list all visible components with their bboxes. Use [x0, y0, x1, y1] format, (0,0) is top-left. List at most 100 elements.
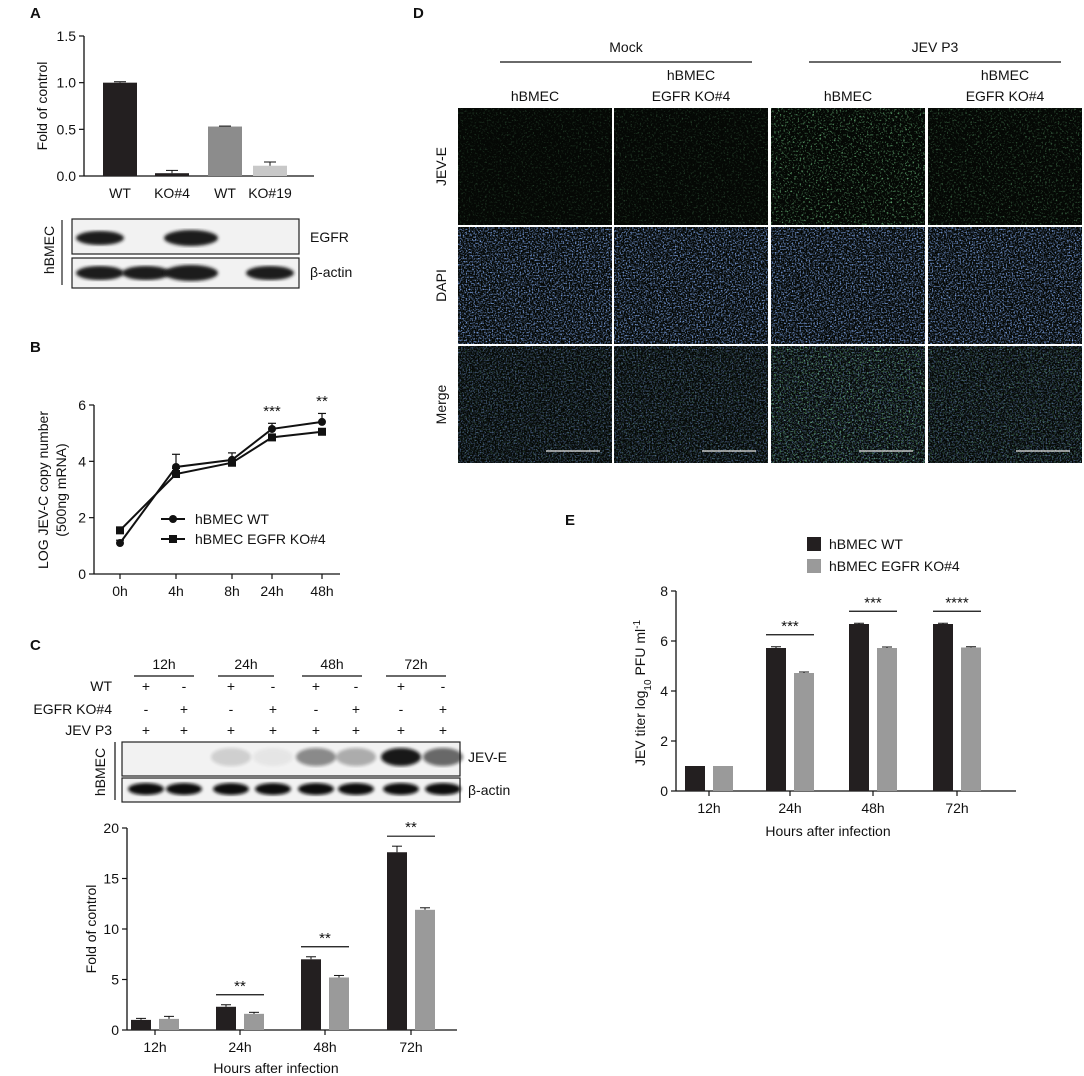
blot-c-sign: +: [227, 722, 235, 738]
chart-e-y-tick-label: 6: [660, 633, 668, 649]
blot-a-row-label: β-actin: [310, 264, 352, 280]
microscopy-dapi-signal: [771, 227, 925, 344]
chart-e-significance: ***: [864, 594, 882, 611]
blot-c-sign: +: [180, 701, 188, 717]
microscopy-jev-signal: [928, 108, 1082, 225]
blot-c-sign: +: [397, 678, 405, 694]
blot-c-sign: +: [397, 722, 405, 738]
chart-e-legend-label: hBMEC EGFR KO#4: [829, 558, 960, 574]
chart-b-point: [116, 526, 124, 535]
blot-c-actin-band: [383, 783, 419, 795]
chart-c-bar: [216, 1006, 236, 1030]
chart-e-bar: [685, 766, 705, 791]
microscopy-column-label: hBMEC: [981, 67, 1029, 83]
chart-b-y-tick-label: 2: [78, 510, 86, 526]
chart-b-x-tick-label: 8h: [224, 583, 240, 599]
panel-label-e: E: [565, 512, 575, 529]
blot-c-jev-band: [336, 748, 376, 766]
chart-c-x-tick-label: 48h: [313, 1039, 336, 1055]
chart-c-x-tick-label: 12h: [143, 1039, 166, 1055]
chart-a-x-tick-label: KO#4: [154, 185, 190, 201]
blot-c-sign: +: [269, 701, 277, 717]
blot-c-row-label: JEV-E: [468, 749, 507, 765]
chart-c-bar: [159, 1018, 179, 1030]
blot-c-jev-band: [211, 748, 251, 766]
panel-label-a: A: [30, 5, 41, 22]
chart-a-y-tick-label: 0.0: [57, 168, 77, 184]
chart-e-x-tick-label: 48h: [861, 800, 884, 816]
blot-c-sign: +: [142, 722, 150, 738]
chart-e-bar: [933, 624, 953, 791]
chart-b-significance: ***: [263, 403, 281, 420]
blot-c-sign: +: [439, 722, 447, 738]
microscopy-dapi-signal: [458, 227, 612, 344]
chart-e-legend-label: hBMEC WT: [829, 536, 903, 552]
chart-e-bar: [766, 648, 786, 791]
chart-b-point: [228, 458, 236, 467]
blot-a-egfr-band: [164, 230, 218, 246]
chart-c-x-tick-label: 24h: [228, 1039, 251, 1055]
chart-a: 0.0 0.5 1.0 1.5 WT KO#4 WT KO#19 Fold of control: [34, 28, 314, 201]
chart-a-y-tick-label: 0.5: [57, 121, 77, 137]
blot-c-time-label: 12h: [152, 656, 175, 672]
chart-b-legend-label: hBMEC WT: [195, 511, 269, 527]
blot-c-row-label: EGFR KO#4: [33, 701, 112, 717]
chart-b-legend-marker: [169, 515, 177, 523]
blot-c-sign: +: [439, 701, 447, 717]
chart-a-x-tick-label: WT: [214, 185, 236, 201]
chart-c-x-tick-label: 72h: [399, 1039, 422, 1055]
blot-c-sign: -: [182, 678, 187, 694]
blot-c-sign: -: [144, 701, 149, 717]
blot-c-sign: -: [229, 701, 234, 717]
chart-a-x-tick-label: KO#19: [248, 185, 292, 201]
blot-c-sign: +: [352, 722, 360, 738]
chart-b-y-label: (500ng mRNA): [53, 443, 69, 536]
blot-c-sign: -: [271, 678, 276, 694]
microscopy-jev-signal: [771, 108, 925, 225]
blot-c-sign: +: [227, 678, 235, 694]
microscopy-group-label: Mock: [609, 39, 643, 55]
chart-e-y-tick-label: 0: [660, 783, 668, 799]
blot-c-jev-band: [423, 748, 463, 766]
chart-c-bar: [415, 909, 435, 1030]
blot-c-row-label: JEV P3: [65, 722, 112, 738]
chart-e-y-label: JEV titer log10 PFU ml-1: [632, 620, 654, 767]
blot-a-side-label: hBMEC: [41, 226, 57, 274]
chart-e-legend-swatch: [807, 537, 821, 551]
blot-c-side-label: hBMEC: [92, 748, 108, 796]
blot-a-actin-band: [164, 265, 218, 281]
microscopy-jev-signal: [458, 108, 612, 225]
microscopy-jev-signal: [458, 346, 612, 463]
chart-b-y-tick-label: 4: [78, 453, 86, 469]
chart-c-y-tick-label: 0: [111, 1022, 119, 1038]
chart-e-bar: [849, 624, 869, 791]
chart-b-x-tick-label: 4h: [168, 583, 184, 599]
chart-c: 0 5 10 15 20 12h 24h 48h 72h ** ** ** Hours after in…: [83, 819, 457, 1076]
chart-a-y-tick-label: 1.0: [57, 75, 77, 91]
chart-a-bar: [155, 173, 189, 176]
chart-a-bar: [103, 82, 137, 176]
chart-e-y-tick-label: 2: [660, 733, 668, 749]
chart-e-bar: [877, 648, 897, 791]
blot-a-actin-band: [76, 266, 124, 280]
microscopy-jev-signal: [614, 108, 768, 225]
chart-c-bar: [301, 959, 321, 1030]
chart-b-point: [268, 433, 276, 442]
blot-a-row-label: EGFR: [310, 229, 349, 245]
blot-a-actin-band: [246, 266, 294, 280]
panel-label-c: C: [30, 637, 41, 654]
chart-c-x-label: Hours after infection: [213, 1060, 338, 1076]
microscopy-row-label: DAPI: [433, 269, 449, 302]
chart-c-significance: **: [234, 978, 246, 995]
chart-c-bar: [244, 1013, 264, 1030]
blot-c: 12h 24h 48h 72h WT + - + - + - + - EGFR KO#4 - + - + - + - + J…: [33, 656, 510, 803]
chart-b-x-tick-label: 0h: [112, 583, 128, 599]
chart-b-x-tick-label: 24h: [260, 583, 283, 599]
chart-c-bar: [131, 1019, 151, 1030]
chart-e-x-tick-label: 24h: [778, 800, 801, 816]
microscopy-column-label: hBMEC: [667, 67, 715, 83]
microscopy-dapi-signal: [614, 227, 768, 344]
chart-b-point: [318, 417, 326, 426]
chart-b-point: [268, 424, 276, 433]
chart-e-bar: [794, 673, 814, 791]
